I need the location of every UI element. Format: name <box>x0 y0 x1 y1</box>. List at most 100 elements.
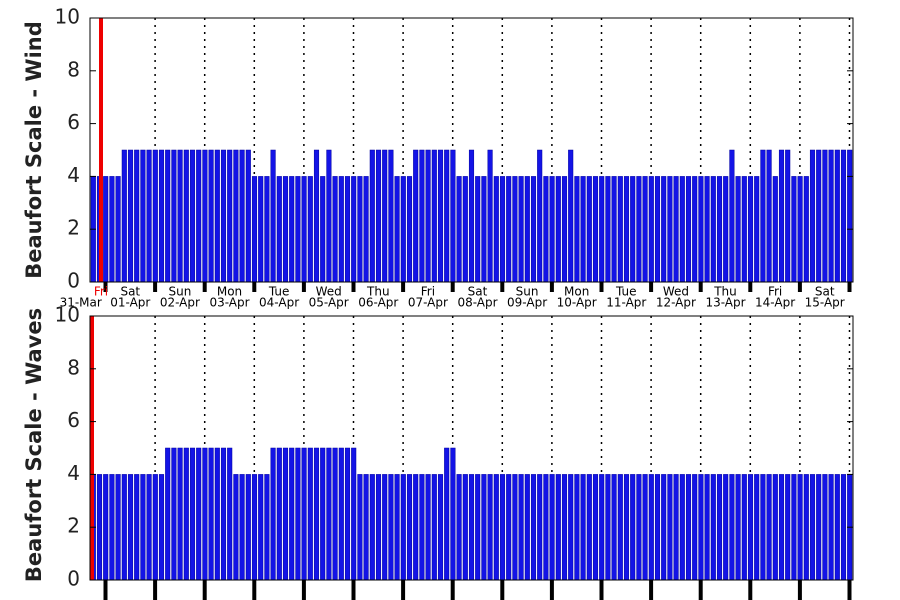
bar <box>716 176 723 283</box>
bar <box>617 474 623 581</box>
x-day-label: Wed <box>316 285 342 299</box>
bar <box>276 176 282 283</box>
bar <box>679 474 685 581</box>
bar <box>270 149 276 283</box>
x-date-label: 12-Apr <box>656 296 696 310</box>
bar <box>512 176 518 283</box>
bar <box>623 176 630 283</box>
bar <box>425 149 431 283</box>
bar <box>778 474 785 581</box>
bar <box>803 176 809 283</box>
bar <box>208 149 214 283</box>
bar <box>605 176 611 283</box>
bar <box>177 447 183 581</box>
bar <box>543 176 549 283</box>
bar <box>822 474 828 581</box>
bar <box>270 447 276 581</box>
x-date-label: 04-Apr <box>259 296 299 310</box>
bar <box>778 149 785 283</box>
bar <box>394 474 400 581</box>
bar <box>431 149 437 283</box>
bar <box>487 474 493 581</box>
bar <box>704 474 710 581</box>
bar <box>599 176 605 283</box>
bar <box>127 474 134 581</box>
bar <box>704 176 710 283</box>
x-date-label: 14-Apr <box>755 296 795 310</box>
bar <box>406 474 413 581</box>
bar <box>127 149 134 283</box>
bar <box>146 474 152 581</box>
bar <box>121 474 127 581</box>
x-day-label: Fri <box>768 285 782 299</box>
bar <box>351 447 357 581</box>
bar <box>605 474 611 581</box>
bar <box>475 176 481 283</box>
y-axis-label: Beaufort Scale - Waves <box>22 308 46 582</box>
bar <box>165 447 171 581</box>
bar <box>735 474 741 581</box>
bar <box>152 149 158 283</box>
bar <box>109 474 115 581</box>
bar <box>444 149 450 283</box>
bar <box>568 149 574 283</box>
x-date-label: 10-Apr <box>557 296 597 310</box>
bar <box>388 149 394 283</box>
bar <box>741 176 747 283</box>
x-day-label: Mon <box>217 285 242 299</box>
bar <box>816 474 822 581</box>
x-day-label: Thu <box>366 285 390 299</box>
bar <box>450 447 456 581</box>
bar <box>208 447 214 581</box>
bar <box>338 176 344 283</box>
bar <box>115 474 121 581</box>
bar <box>344 176 351 283</box>
bar <box>375 474 382 581</box>
bar <box>158 474 165 581</box>
bar <box>760 149 766 283</box>
bar <box>183 149 189 283</box>
bar <box>537 474 543 581</box>
x-day-label: Fri <box>94 285 108 299</box>
bar <box>307 447 313 581</box>
bar <box>754 176 760 283</box>
bar <box>506 474 512 581</box>
bar <box>754 474 760 581</box>
x-date-label: 15-Apr <box>805 296 845 310</box>
bar <box>561 176 568 283</box>
bar <box>264 474 270 581</box>
bar <box>840 149 847 283</box>
bar <box>233 149 239 283</box>
bar <box>468 149 475 283</box>
bar <box>301 447 307 581</box>
x-date-label: 03-Apr <box>209 296 249 310</box>
bar <box>673 474 679 581</box>
bar <box>357 474 363 581</box>
bar <box>586 176 592 283</box>
bar <box>499 176 506 283</box>
bar <box>406 176 413 283</box>
bar <box>468 474 475 581</box>
bar <box>661 474 667 581</box>
bar <box>326 447 332 581</box>
bar <box>289 447 295 581</box>
x-day-label: Sat <box>468 285 488 299</box>
x-day-label: Sun <box>516 285 539 299</box>
bar <box>803 474 809 581</box>
bar <box>382 149 388 283</box>
bar <box>245 474 251 581</box>
bar <box>115 176 121 283</box>
bar <box>797 176 803 283</box>
bar <box>183 447 189 581</box>
bar <box>146 149 152 283</box>
bar <box>444 447 450 581</box>
bar <box>202 149 208 283</box>
bar <box>332 176 338 283</box>
bar <box>574 176 580 283</box>
bar <box>245 149 251 283</box>
bar <box>741 474 747 581</box>
bar <box>630 474 636 581</box>
bar <box>710 474 716 581</box>
bar <box>661 176 667 283</box>
